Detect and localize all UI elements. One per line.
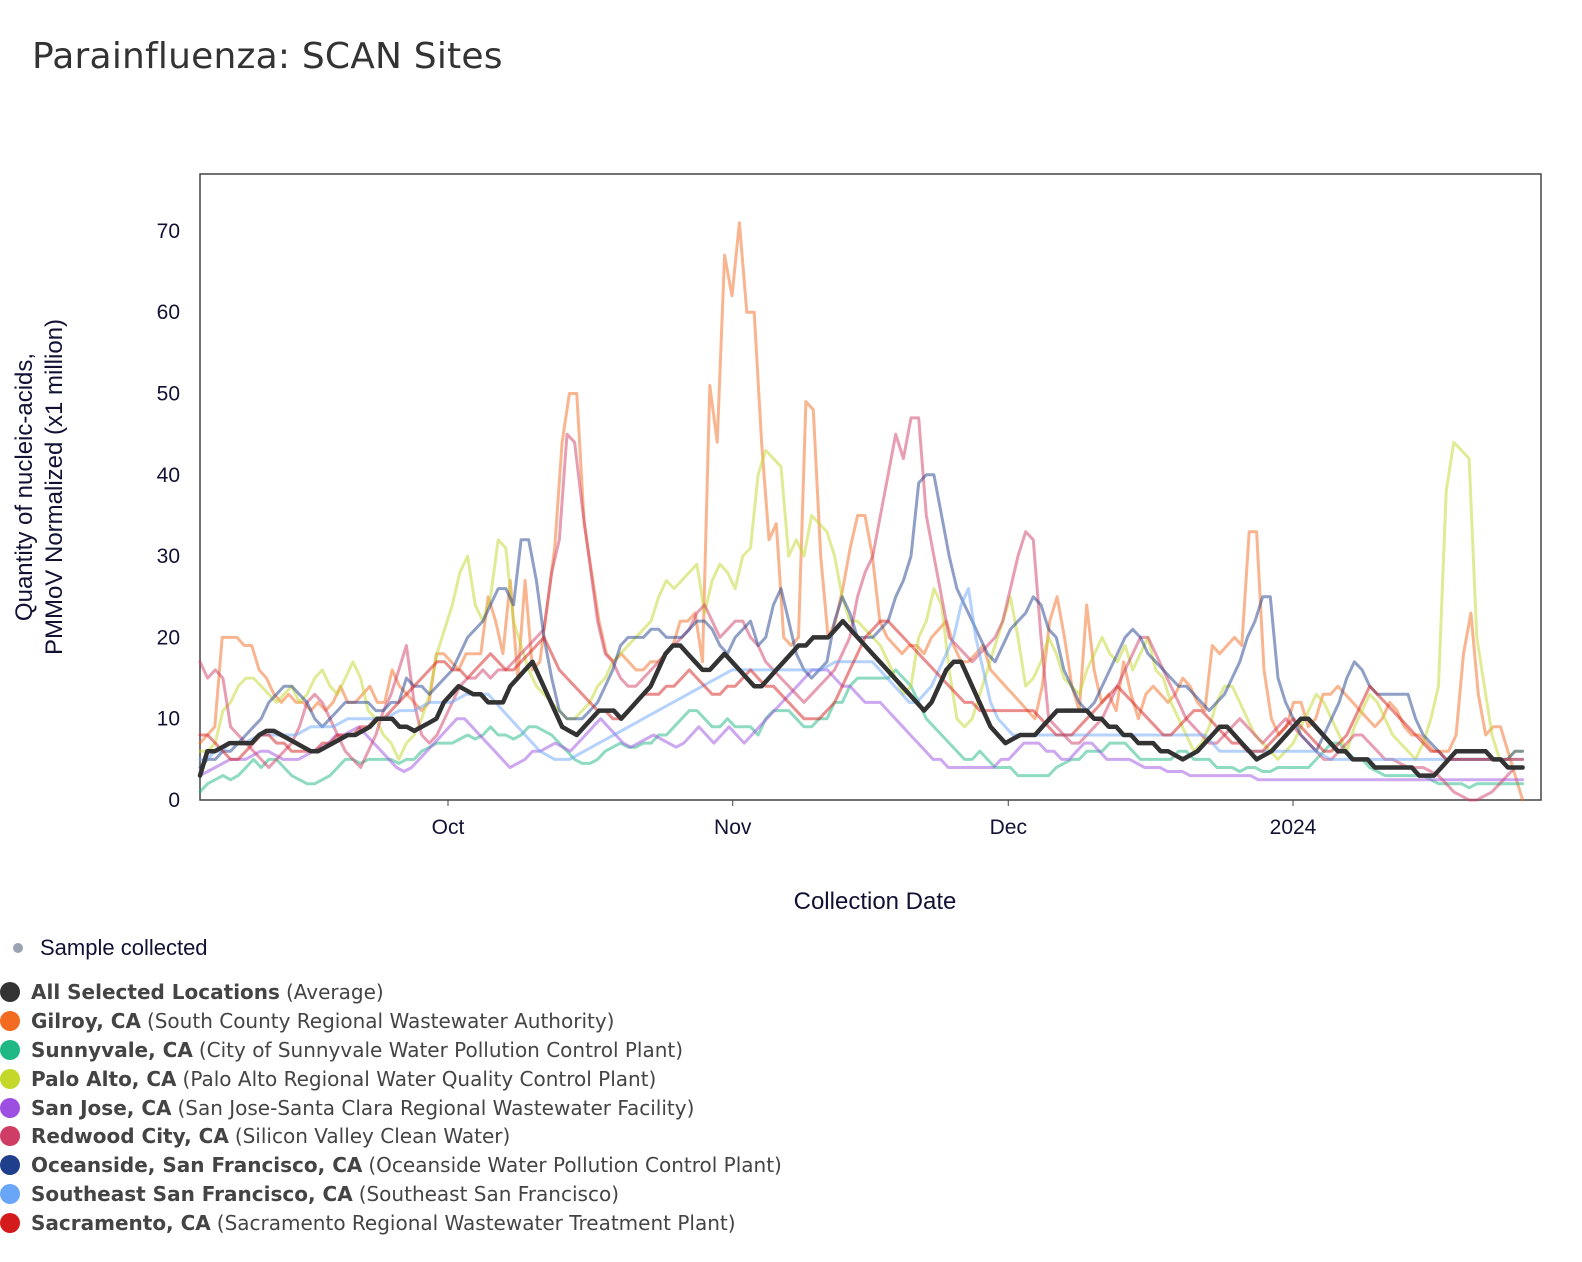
legend-location-desc: (Sacramento Regional Wastewater Treatmen… — [216, 1210, 736, 1235]
legend-dot-icon — [0, 1183, 20, 1204]
x-axis-title: Collection Date — [794, 888, 957, 915]
y-tick-label: 0 — [168, 789, 180, 812]
sample-dot-icon — [13, 943, 23, 953]
y-axis-title: Quantity of nucleic-acids, PMMoV Normali… — [11, 319, 68, 655]
legend-item[interactable]: Southeast San Francisco, CA (Southeast Sa… — [0, 1180, 782, 1209]
legend-location-desc: (Southeast San Francisco) — [358, 1181, 619, 1206]
legend: Sample collected All Selected Locations(… — [0, 930, 782, 1237]
y-axis-title-line2: PMMoV Normalized (x1 million) — [41, 319, 68, 655]
x-tick-label: Dec — [990, 816, 1027, 839]
legend-dot-icon — [0, 1212, 20, 1233]
series-line-sacramento-ca[interactable] — [198, 619, 1525, 761]
legend-location-desc: (Silicon Valley Clean Water) — [234, 1124, 511, 1149]
series-line-sunnyvale-ca[interactable] — [198, 668, 1525, 794]
x-axis-ticks: Oct Nov Dec 2024 — [432, 800, 1317, 839]
series-line-gilroy-ca[interactable] — [198, 221, 1525, 802]
x-tick-label: Nov — [714, 816, 752, 839]
legend-location-name: San Jose, CA — [31, 1095, 172, 1120]
legend-item[interactable]: Sunnyvale, CA (City of Sunnyvale Water Po… — [0, 1036, 782, 1065]
legend-location-desc: (Oceanside Water Pollution Control Plant… — [368, 1153, 782, 1178]
series-line-all-selected-locations[interactable] — [197, 618, 1525, 778]
legend-location-name: Palo Alto, CA — [31, 1066, 177, 1091]
y-axis-ticks: 0 10 20 30 40 50 60 70 — [157, 220, 180, 812]
legend-item[interactable]: All Selected Locations (Average) — [0, 978, 782, 1007]
legend-dot-icon — [0, 1126, 20, 1147]
x-tick-label: Oct — [432, 816, 465, 839]
legend-item[interactable]: Oceanside, San Francisco, CA (Oceanside W… — [0, 1151, 782, 1180]
series-line-southeast-san-francisco-ca[interactable] — [198, 587, 1525, 761]
y-tick-label: 40 — [157, 464, 180, 487]
legend-dot-icon — [0, 1011, 20, 1032]
legend-dot-icon — [0, 1068, 20, 1089]
legend-location-name: Redwood City, CA — [31, 1124, 229, 1149]
series-lines — [197, 221, 1525, 802]
legend-sample-collected: Sample collected — [0, 930, 782, 966]
legend-location-desc: (South County Regional Wastewater Author… — [146, 1009, 615, 1034]
series-line-redwood-city-ca[interactable] — [198, 416, 1525, 802]
y-tick-label: 20 — [157, 626, 180, 649]
legend-location-desc: (City of Sunnyvale Water Pollution Contr… — [198, 1037, 684, 1062]
x-tick-label: 2024 — [1270, 816, 1317, 839]
plot-frame — [199, 173, 1542, 801]
y-tick-label: 60 — [157, 301, 180, 324]
legend-location-name: Sunnyvale, CA — [31, 1037, 193, 1062]
legend-item[interactable]: Gilroy, CA (South County Regional Wastewa… — [0, 1007, 782, 1036]
legend-item[interactable]: Sacramento, CA (Sacramento Regional Waste… — [0, 1208, 782, 1237]
legend-locations: All Selected Locations (Average) Gilroy, C… — [0, 978, 782, 1237]
legend-item[interactable]: Palo Alto, CA (Palo Alto Regional Water Q… — [0, 1064, 782, 1093]
chart: 0 10 20 30 40 50 60 70 Oct Nov Dec 2024 Collection… — [11, 173, 1542, 915]
series-line-palo-alto-ca[interactable] — [198, 440, 1525, 761]
legend-location-name: Sacramento, CA — [31, 1210, 211, 1235]
page-title: Parainfluenza: SCAN Sites — [32, 36, 503, 77]
legend-item[interactable]: Redwood City, CA (Silicon Valley Clean Wa… — [0, 1122, 782, 1151]
series-line-oceanside-san-francisco-ca[interactable] — [198, 473, 1525, 769]
legend-location-name: Gilroy, CA — [31, 1009, 141, 1034]
legend-dot-icon — [0, 982, 20, 1003]
legend-dot-icon — [0, 1039, 20, 1060]
y-tick-label: 10 — [157, 708, 180, 731]
legend-location-name: All Selected Locations — [31, 980, 280, 1005]
y-tick-label: 30 — [157, 545, 180, 568]
legend-location-desc: (Palo Alto Regional Water Quality Contro… — [182, 1066, 657, 1091]
y-axis-title-line1: Quantity of nucleic-acids, — [11, 353, 38, 621]
legend-item[interactable]: San Jose, CA (San Jose-Santa Clara Region… — [0, 1093, 782, 1122]
y-tick-label: 70 — [157, 220, 180, 243]
legend-location-name: Southeast San Francisco, CA — [31, 1181, 353, 1206]
legend-location-desc: (San Jose-Santa Clara Regional Wastewate… — [177, 1095, 695, 1120]
legend-dot-icon — [0, 1097, 20, 1118]
legend-location-desc: (Average) — [285, 980, 384, 1005]
series-line-san-jose-ca[interactable] — [198, 668, 1525, 782]
sample-label: Sample collected — [40, 935, 208, 960]
legend-dot-icon — [0, 1155, 20, 1176]
y-tick-label: 50 — [157, 383, 180, 406]
legend-location-name: Oceanside, San Francisco, CA — [31, 1153, 363, 1178]
